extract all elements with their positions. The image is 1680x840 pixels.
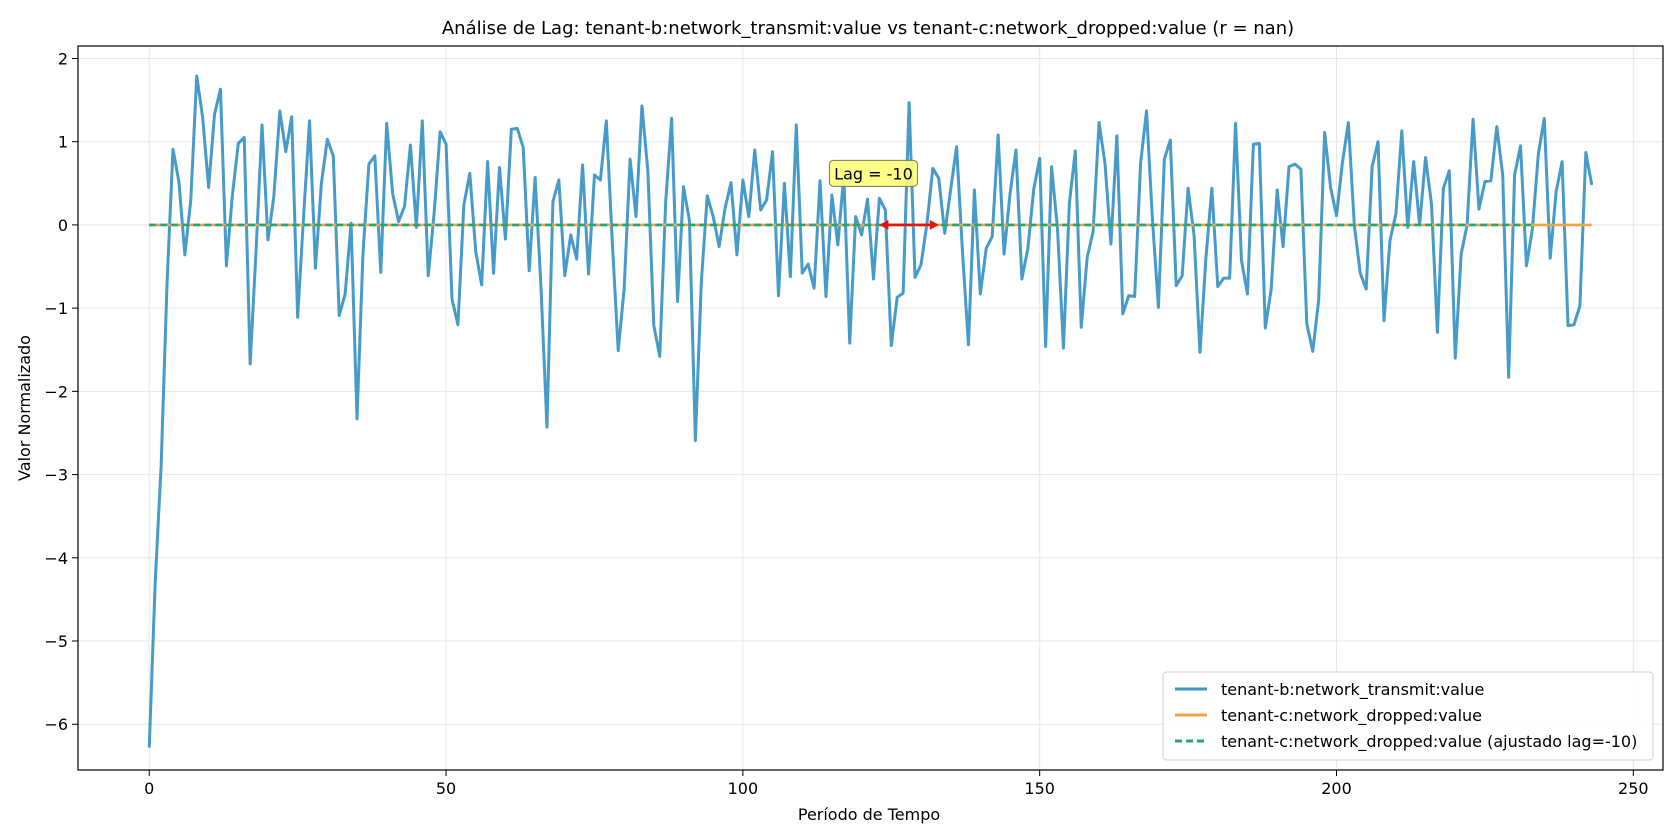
x-tick-label: 200	[1321, 779, 1352, 798]
y-tick-label: −6	[44, 715, 68, 734]
y-axis-ticks: −6 −5 −4 −3 −2 −1 0 1 2	[44, 49, 78, 734]
legend: tenant-b:network_transmit:value tenant-c:…	[1162, 671, 1654, 761]
lag-arrowhead-right	[929, 219, 939, 230]
x-axis-ticks: 0 50 100 150 200 250	[144, 770, 1649, 798]
y-tick-label: −2	[44, 382, 68, 401]
grid-lines	[78, 46, 1663, 770]
lag-arrowhead-left	[879, 219, 889, 230]
y-tick-label: 0	[58, 216, 68, 235]
legend-label: tenant-c:network_dropped:value (ajustado…	[1221, 732, 1637, 752]
y-tick-label: −1	[44, 299, 68, 318]
y-tick-label: 1	[58, 133, 68, 152]
x-axis-label: Período de Tempo	[798, 805, 940, 824]
legend-box	[1162, 671, 1654, 761]
lag-label: Lag = -10	[834, 164, 913, 183]
y-tick-label: 2	[58, 49, 68, 68]
y-tick-label: −5	[44, 632, 68, 651]
legend-label: tenant-b:network_transmit:value	[1221, 680, 1484, 700]
plot-area-frame	[77, 45, 1664, 771]
tenant-b-transmit-line	[147, 74, 1594, 748]
x-tick-label: 0	[144, 779, 154, 798]
lag-annotation: Lag = -10	[828, 159, 939, 230]
lag-label-box	[828, 159, 918, 187]
y-axis-label: Valor Normalizado	[15, 335, 34, 481]
y-tick-label: −4	[44, 549, 68, 568]
series-lines	[147, 74, 1594, 748]
y-tick-label: −3	[44, 466, 68, 485]
x-tick-label: 100	[728, 779, 759, 798]
x-tick-label: 150	[1024, 779, 1055, 798]
x-tick-label: 250	[1618, 779, 1649, 798]
x-tick-label: 50	[436, 779, 456, 798]
chart-title: Análise de Lag: tenant-b:network_transmi…	[442, 18, 1294, 39]
legend-label: tenant-c:network_dropped:value	[1221, 706, 1482, 726]
